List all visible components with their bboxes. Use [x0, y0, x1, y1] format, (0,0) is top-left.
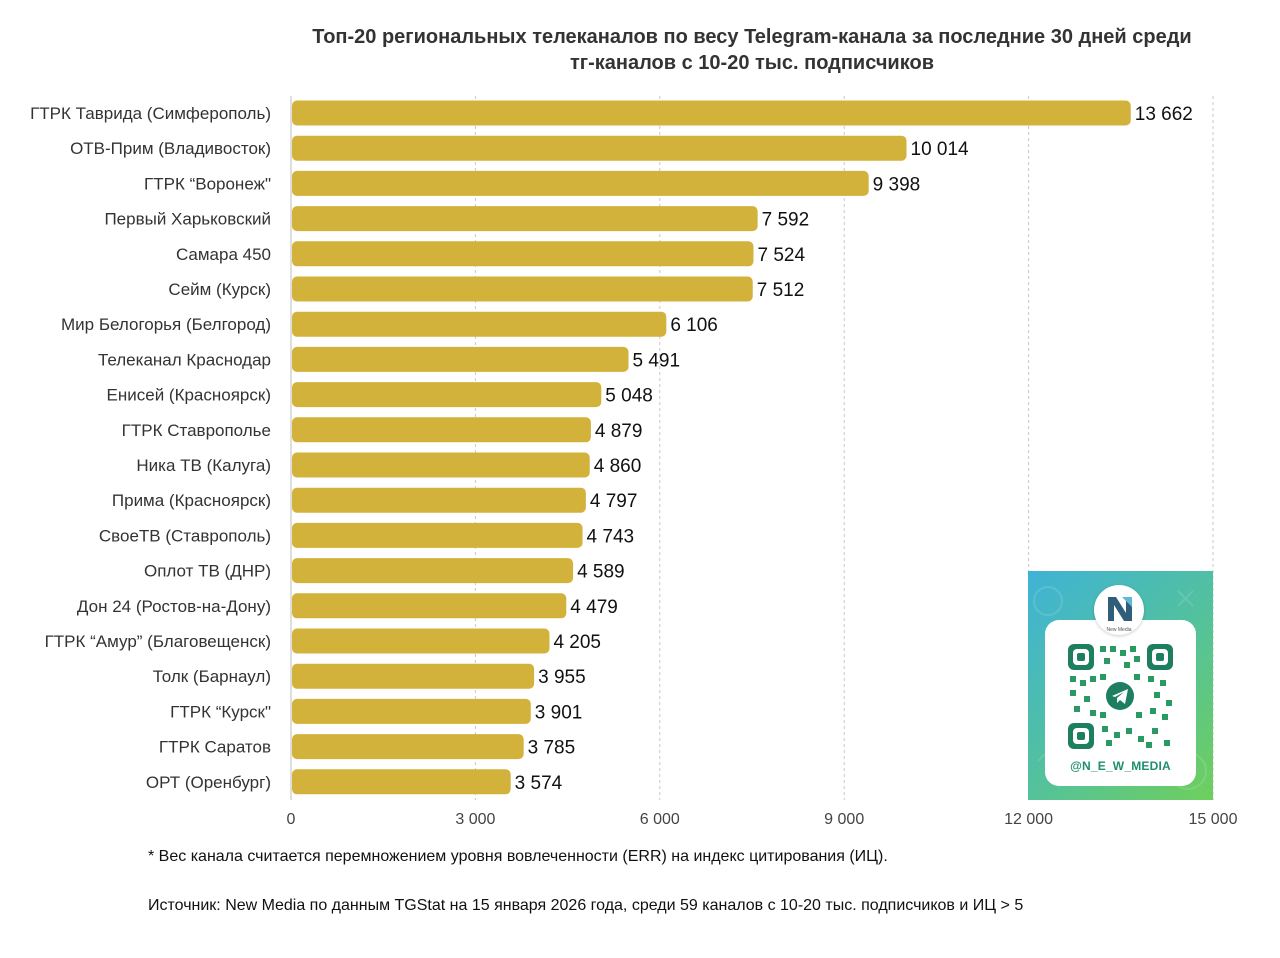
bar [292, 487, 586, 513]
bar-chart: ГТРК Таврида (Симферополь) ОТВ-Прим (Влад… [30, 96, 1238, 828]
category-label: ГТРК “Курск" [170, 702, 271, 721]
category-label: ГТРК Таврида (Симферополь) [30, 104, 271, 123]
value-label: 4 479 [570, 597, 618, 618]
value-label: 4 743 [587, 526, 635, 547]
bar [292, 593, 567, 619]
x-tick-label: 9 000 [824, 811, 864, 828]
bar [292, 382, 602, 408]
x-tick-label: 0 [287, 811, 296, 828]
value-label: 5 048 [605, 386, 653, 407]
bars [292, 100, 1131, 795]
value-label: 4 879 [595, 421, 643, 442]
value-label: 3 785 [528, 738, 576, 759]
category-label: ОРТ (Оренбург) [146, 773, 271, 792]
bar [292, 769, 511, 795]
value-label: 6 106 [670, 315, 718, 336]
new-media-logo: New Media [1094, 585, 1144, 635]
promo-white-card: @N_E_W_MEDIA [1045, 620, 1196, 786]
bar [292, 135, 907, 161]
bar [292, 698, 531, 724]
bar [292, 170, 869, 196]
chart-title-line1: Топ-20 региональных телеканалов по весу … [312, 26, 1192, 48]
category-label: Ника ТВ (Калуга) [136, 456, 271, 475]
category-label: ГТРК Саратов [159, 738, 271, 757]
bar [292, 417, 591, 443]
bar [292, 100, 1131, 126]
category-label: Толк (Барнаул) [153, 667, 271, 686]
source-note: Источник: New Media по данным TGStat на … [148, 897, 1024, 914]
category-label: Мир Белогорья (Белгород) [61, 315, 271, 334]
value-label: 3 901 [535, 702, 583, 723]
category-label: Оплот ТВ (ДНР) [144, 562, 271, 581]
category-label: ГТРК Ставрополье [122, 421, 271, 440]
value-label: 7 524 [757, 245, 805, 266]
qr-code [1068, 644, 1173, 749]
bar [292, 663, 535, 689]
promo-handle[interactable]: @N_E_W_MEDIA [1070, 759, 1171, 773]
x-tick-label: 12 000 [1004, 811, 1053, 828]
x-tick-label: 6 000 [640, 811, 680, 828]
value-label: 7 592 [762, 210, 810, 231]
value-labels: 13 662 10 014 9 398 7 592 7 524 7 512 6 106 5 4… [515, 104, 1193, 794]
value-label: 13 662 [1135, 104, 1193, 125]
x-tick-label: 3 000 [455, 811, 495, 828]
bar [292, 628, 550, 654]
value-label: 4 797 [590, 491, 638, 512]
telegram-icon [1112, 689, 1128, 704]
category-label: СвоеТВ (Ставрополь) [99, 526, 271, 545]
chart-title: Топ-20 региональных телеканалов по весу … [240, 24, 1264, 76]
bar [292, 452, 590, 478]
category-label: Сейм (Курск) [168, 280, 271, 299]
value-label: 9 398 [873, 174, 921, 195]
footnote: * Вес канала считается перемножением уро… [148, 848, 888, 865]
value-label: 4 860 [594, 456, 642, 477]
value-label: 3 574 [515, 773, 563, 794]
bar [292, 522, 583, 548]
category-labels: ГТРК Таврида (Симферополь) ОТВ-Прим (Влад… [30, 104, 271, 792]
value-label: 10 014 [911, 139, 970, 160]
logo-caption: New Media [1106, 627, 1131, 633]
value-label: 7 512 [757, 280, 805, 301]
category-label: Телеканал Краснодар [98, 350, 271, 369]
category-label: Дон 24 (Ростов-на-Дону) [77, 597, 271, 616]
bar [292, 558, 574, 584]
category-label: Прима (Красноярск) [112, 491, 271, 510]
bar [292, 346, 629, 372]
bar [292, 311, 667, 337]
value-label: 3 955 [538, 667, 586, 688]
category-label: ГТРК “Воронеж" [144, 174, 271, 193]
value-label: 4 205 [553, 632, 601, 653]
category-label: Самара 450 [176, 245, 271, 264]
bar [292, 276, 753, 302]
category-label: Первый Харьковский [104, 210, 271, 229]
bar [292, 734, 524, 760]
chart-title-line2: тг-каналов с 10-20 тыс. подписчиков [569, 52, 934, 74]
bar [292, 206, 758, 232]
x-axis-ticks: 0 3 000 6 000 9 000 12 000 15 000 [287, 811, 1238, 828]
bar [292, 241, 754, 267]
value-label: 5 491 [633, 350, 681, 371]
x-tick-label: 15 000 [1189, 811, 1238, 828]
value-label: 4 589 [577, 562, 625, 583]
category-label: Енисей (Красноярск) [107, 386, 271, 405]
promo-qr-card[interactable]: @N_E_W_MEDIA New Media [1028, 571, 1213, 800]
grid-lines [290, 96, 1214, 800]
category-label: ГТРК “Амур” (Благовещенск) [45, 632, 271, 651]
category-label: ОТВ-Прим (Владивосток) [70, 139, 271, 158]
